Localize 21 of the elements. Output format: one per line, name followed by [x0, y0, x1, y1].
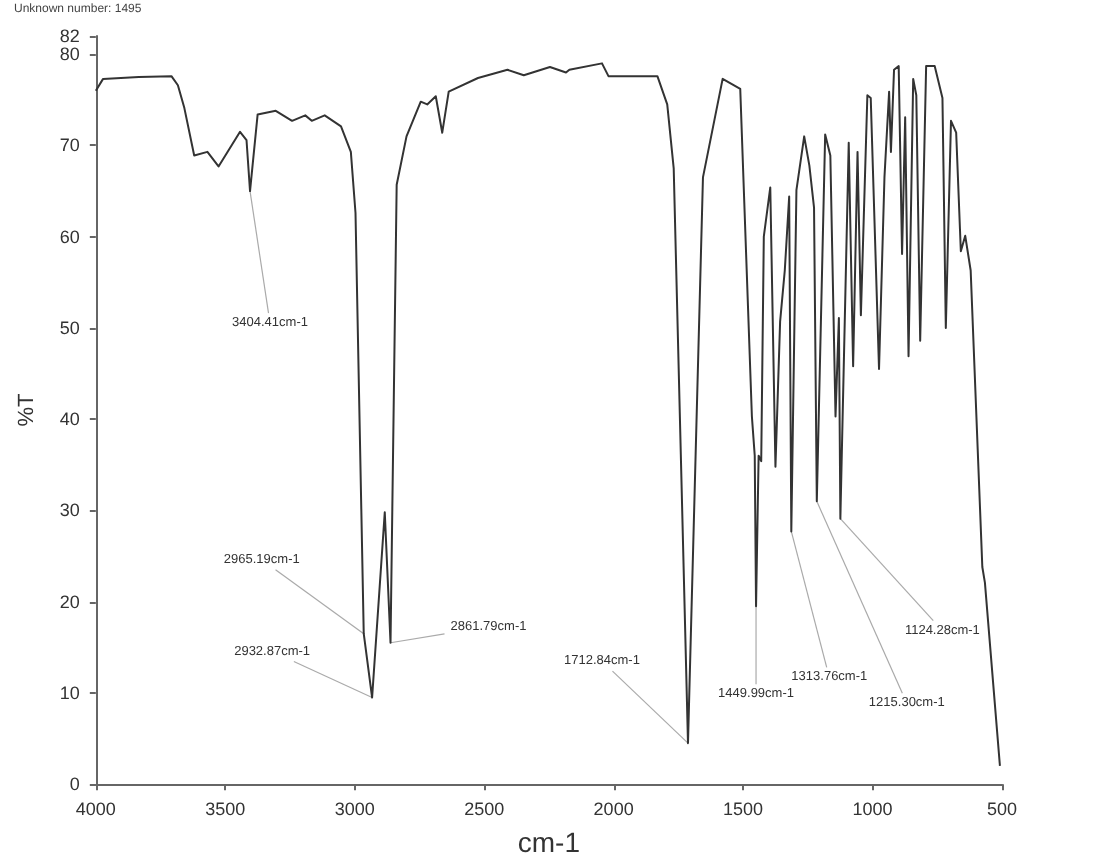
y-tick-label: 0: [69, 774, 80, 795]
x-tick-label: 1500: [723, 799, 764, 820]
y-tick-label: 40: [59, 409, 80, 430]
x-tick-label: 500: [986, 799, 1018, 820]
x-axis-title: cm-1: [517, 826, 581, 858]
y-tick-label: 10: [59, 682, 80, 703]
y-tick-label: 82: [59, 26, 80, 46]
y-tick-label: 60: [59, 226, 80, 247]
x-tick-label: 3500: [205, 799, 246, 820]
x-tick-label: 1000: [852, 799, 893, 820]
y-tick-label: 20: [59, 591, 80, 612]
line-series: [94, 62, 1001, 767]
y-tick-label: 70: [59, 135, 80, 156]
y-tick-label: 80: [59, 44, 80, 65]
y-tick-label: 30: [59, 500, 80, 521]
y-axis-title: %T: [15, 393, 39, 427]
x-tick-label: 2500: [464, 799, 505, 820]
x-tick-label: 4000: [75, 799, 116, 820]
y-tick-label: 50: [59, 317, 80, 338]
x-tick-label: 3000: [334, 799, 375, 820]
x-tick-label: 2000: [593, 799, 634, 820]
